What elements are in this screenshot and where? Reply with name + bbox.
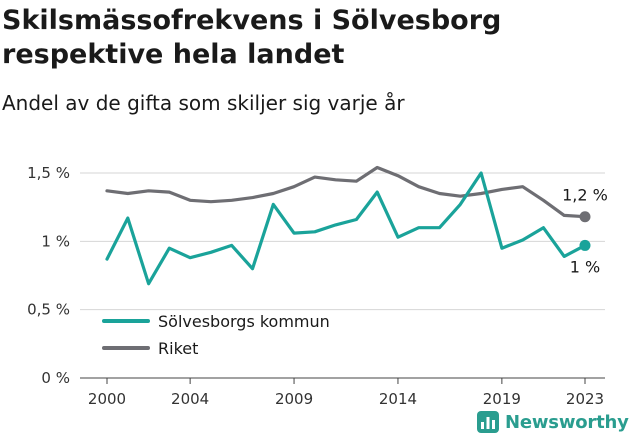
y-tick-label: 0,5 % [27, 301, 70, 319]
y-axis-tick-labels: 0 % 0,5 % 1 % 1,5 % [27, 164, 70, 387]
y-tick-label: 0 % [41, 369, 70, 387]
x-tick-label: 2019 [483, 390, 521, 408]
end-label-riket: 1,2 % [562, 186, 608, 205]
series-lines [105, 165, 587, 286]
y-tick-label: 1,5 % [27, 164, 70, 182]
bar-chart-logo-icon [477, 411, 499, 433]
series-end-markers: 1,2 % 1 % [562, 186, 608, 277]
x-tick-label: 2009 [275, 390, 313, 408]
legend: Sölvesborgs kommun Riket [102, 312, 330, 358]
end-point-riket [579, 211, 591, 223]
legend-label-solvesborg: Sölvesborgs kommun [158, 312, 330, 331]
brand-name: Newsworthy [505, 411, 629, 433]
newsworthy-logo: Newsworthy [476, 408, 629, 436]
end-label-solvesborg: 1 % [570, 257, 600, 276]
chart-title: Skilsmässofrekvens i Sölvesborg respekti… [2, 5, 502, 70]
x-tick-label: 2023 [566, 390, 604, 408]
legend-label-riket: Riket [158, 339, 198, 358]
x-tick-label: 2014 [379, 390, 417, 408]
x-axis-tick-labels: 2000 2004 2009 2014 2019 2023 [88, 378, 604, 408]
gridlines [80, 172, 605, 311]
chart-subtitle: Andel av de gifta som skiljer sig varje … [2, 91, 405, 115]
series-line-riket [105, 165, 587, 219]
x-tick-label: 2000 [88, 390, 126, 408]
end-point-solvesborg [579, 239, 591, 251]
y-tick-label: 1 % [41, 232, 70, 250]
series-line-solvesborg [105, 171, 587, 286]
x-tick-label: 2004 [171, 390, 209, 408]
